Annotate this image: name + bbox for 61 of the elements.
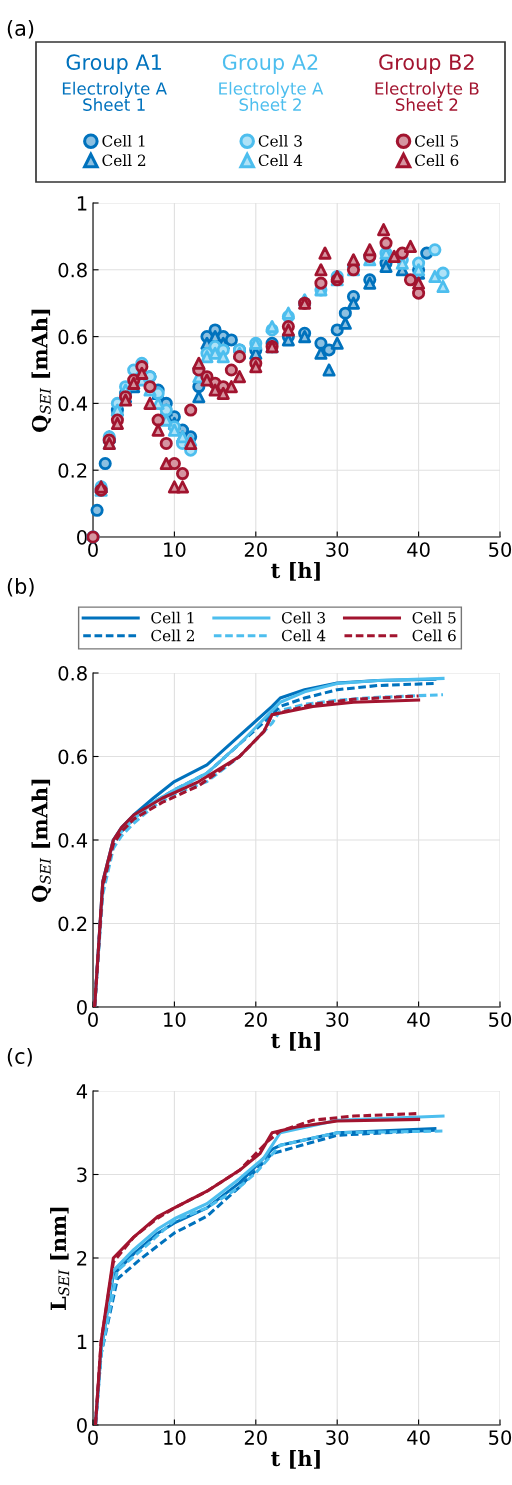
legend-label: Cell 4 — [258, 154, 303, 167]
y-tick-label: 0.2 — [58, 916, 87, 932]
x-tick-label: 30 — [326, 1012, 349, 1027]
y-tick-label: 4 — [76, 1084, 88, 1099]
x-tick-label: 0 — [88, 1012, 98, 1027]
legend-label: Cell 4 — [281, 629, 326, 642]
x-tick-label: 50 — [489, 542, 512, 557]
x-tick-label: 20 — [244, 1012, 267, 1027]
x-tick-label: 10 — [164, 1430, 186, 1445]
x-tick-label: 40 — [407, 542, 430, 557]
chart-title: (b) — [7, 577, 34, 597]
x-tick-label: 20 — [244, 1430, 267, 1445]
x-tick-label: 20 — [244, 542, 267, 557]
text: Group A1 — [66, 54, 162, 75]
y-tick-label: 0 — [77, 529, 87, 545]
x-tick-label: 30 — [326, 1430, 349, 1445]
x-tick-label: 50 — [489, 1012, 512, 1027]
y-tick-label: 3 — [77, 1167, 87, 1183]
legend-label: Cell 5 — [415, 134, 459, 147]
x-tick-label: 40 — [407, 1430, 430, 1445]
text: Group B2 — [379, 54, 474, 75]
legend-label: Cell 1 — [102, 134, 145, 147]
legend-label: Cell 2 — [102, 154, 146, 167]
x-tick-label: 10 — [164, 1012, 186, 1027]
text: Electrolyte A Sheet 1 — [62, 81, 167, 111]
legend-label: Cell 3 — [281, 611, 326, 624]
legend-label: Cell 1 — [151, 611, 194, 624]
chart-title: (a) — [7, 19, 34, 39]
y-axis-title: Q$_{SEI}$ [mAh] — [31, 779, 52, 902]
text: Group A2 — [222, 54, 318, 75]
x-axis-title: t [h] — [271, 1032, 320, 1051]
x-axis-title: t [h] — [271, 562, 320, 581]
x-tick-label: 50 — [489, 1430, 512, 1445]
x-tick-label: 0 — [88, 1430, 98, 1445]
y-tick-label: 1 — [77, 196, 87, 211]
legend-label: Cell 5 — [412, 611, 456, 624]
y-tick-label: 0.6 — [58, 329, 87, 345]
y-tick-label: 2 — [77, 1250, 87, 1266]
chart-title: (c) — [7, 1047, 32, 1067]
x-tick-label: 40 — [407, 1012, 430, 1027]
legend-label: Cell 6 — [415, 154, 459, 167]
y-tick-label: 0.6 — [58, 749, 87, 765]
text: Electrolyte A Sheet 2 — [219, 81, 324, 111]
y-axis-title: L$_{SEI}$ [nm] — [50, 1207, 70, 1311]
y-tick-label: 0.8 — [58, 665, 87, 681]
text: Electrolyte B Sheet 2 — [375, 81, 479, 111]
x-tick-label: 10 — [164, 542, 186, 557]
x-axis-title: t [h] — [271, 1450, 320, 1469]
y-axis-title: Q$_{SEI}$ [mAh] — [31, 309, 52, 432]
y-tick-label: 0.2 — [58, 463, 87, 478]
x-tick-label: 0 — [88, 542, 98, 557]
y-tick-label: 0.4 — [58, 396, 88, 412]
legend-label: Cell 2 — [151, 629, 195, 642]
y-tick-label: 0 — [77, 999, 87, 1015]
legend-label: Cell 3 — [258, 134, 302, 147]
legend-label: Cell 6 — [412, 629, 456, 642]
y-tick-label: 0.4 — [58, 832, 88, 848]
y-tick-label: 0 — [77, 1417, 87, 1433]
y-tick-label: 0.8 — [58, 262, 87, 278]
x-tick-label: 30 — [326, 542, 349, 557]
y-tick-label: 1 — [77, 1334, 87, 1349]
